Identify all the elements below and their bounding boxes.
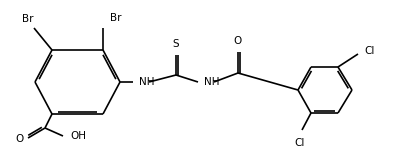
Text: O: O xyxy=(233,36,241,46)
Text: Cl: Cl xyxy=(363,46,373,56)
Text: NH: NH xyxy=(203,77,219,87)
Text: O: O xyxy=(16,134,24,144)
Text: Cl: Cl xyxy=(294,138,305,148)
Text: NH: NH xyxy=(139,77,154,87)
Text: S: S xyxy=(172,39,179,49)
Text: Br: Br xyxy=(22,14,34,24)
Text: Br: Br xyxy=(110,13,121,23)
Text: OH: OH xyxy=(70,131,86,141)
